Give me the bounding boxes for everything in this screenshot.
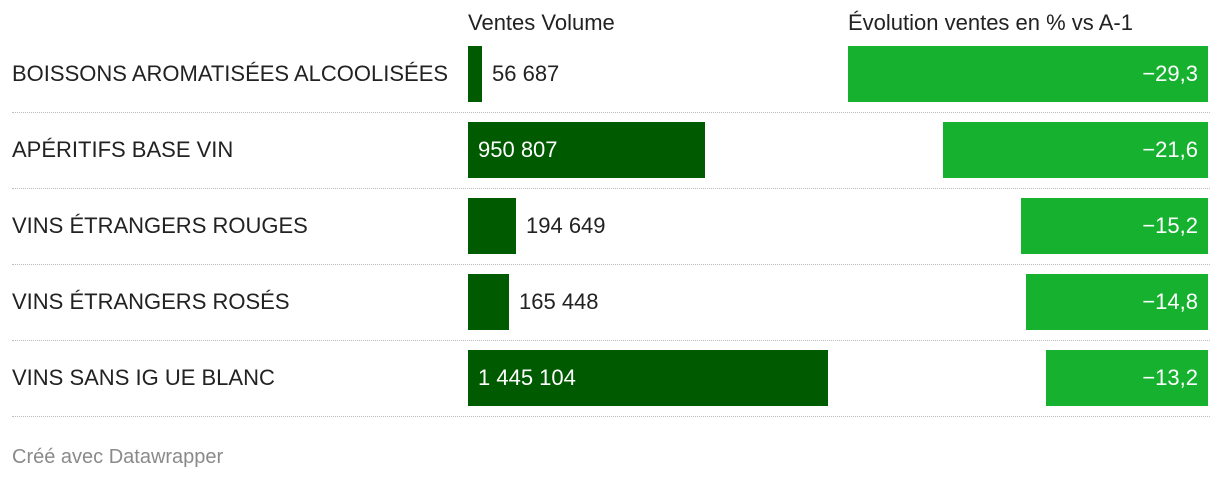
row-label: APÉRITIFS BASE VIN	[12, 137, 234, 162]
volume-value-label: 165 448	[519, 289, 599, 314]
change-bar	[1046, 350, 1208, 406]
row-label: VINS ÉTRANGERS ROSÉS	[12, 289, 290, 314]
row-divider	[12, 340, 1210, 341]
column-header-change: Évolution ventes en % vs A-1	[848, 10, 1133, 35]
change-bar	[848, 46, 1208, 102]
row-divider	[12, 264, 1210, 265]
table-row: APÉRITIFS BASE VIN 950 807 −21,6	[0, 122, 1210, 198]
volume-bar	[468, 122, 705, 178]
volume-bar	[468, 46, 482, 102]
volume-bar	[468, 350, 828, 406]
volume-value-label: 950 807	[478, 137, 558, 162]
volume-value-label: 56 687	[492, 61, 560, 86]
volume-bar	[468, 274, 509, 330]
table-row: VINS ÉTRANGERS ROUGES 194 649 −15,2	[0, 198, 1210, 274]
table-row: VINS SANS IG UE BLANC 1 445 104 −13,2	[0, 350, 1210, 426]
volume-bar	[468, 198, 516, 254]
volume-value-label: 1 445 104	[478, 365, 576, 390]
table-row: BOISSONS AROMATISÉES ALCOOLISÉES 56 687 −2…	[0, 46, 1210, 122]
footer-credit: Créé avec Datawrapper	[12, 446, 224, 468]
change-value-label: −15,2	[1142, 213, 1198, 238]
row-divider	[12, 188, 1210, 189]
change-value-label: −21,6	[1142, 137, 1198, 162]
row-divider	[12, 416, 1210, 417]
row-label: BOISSONS AROMATISÉES ALCOOLISÉES	[12, 61, 449, 86]
row-label: VINS SANS IG UE BLANC	[12, 365, 275, 390]
column-header-volume: Ventes Volume	[468, 10, 615, 35]
row-divider	[12, 112, 1210, 113]
change-bar	[943, 122, 1208, 178]
change-bar	[1026, 274, 1208, 330]
volume-value-label: 194 649	[526, 213, 606, 238]
row-label: VINS ÉTRANGERS ROUGES	[12, 213, 308, 238]
change-value-label: −14,8	[1142, 289, 1198, 314]
change-value-label: −29,3	[1142, 61, 1198, 86]
change-value-label: −13,2	[1142, 365, 1198, 390]
table-row: VINS ÉTRANGERS ROSÉS 165 448 −14,8	[0, 274, 1210, 350]
change-bar	[1021, 198, 1208, 254]
